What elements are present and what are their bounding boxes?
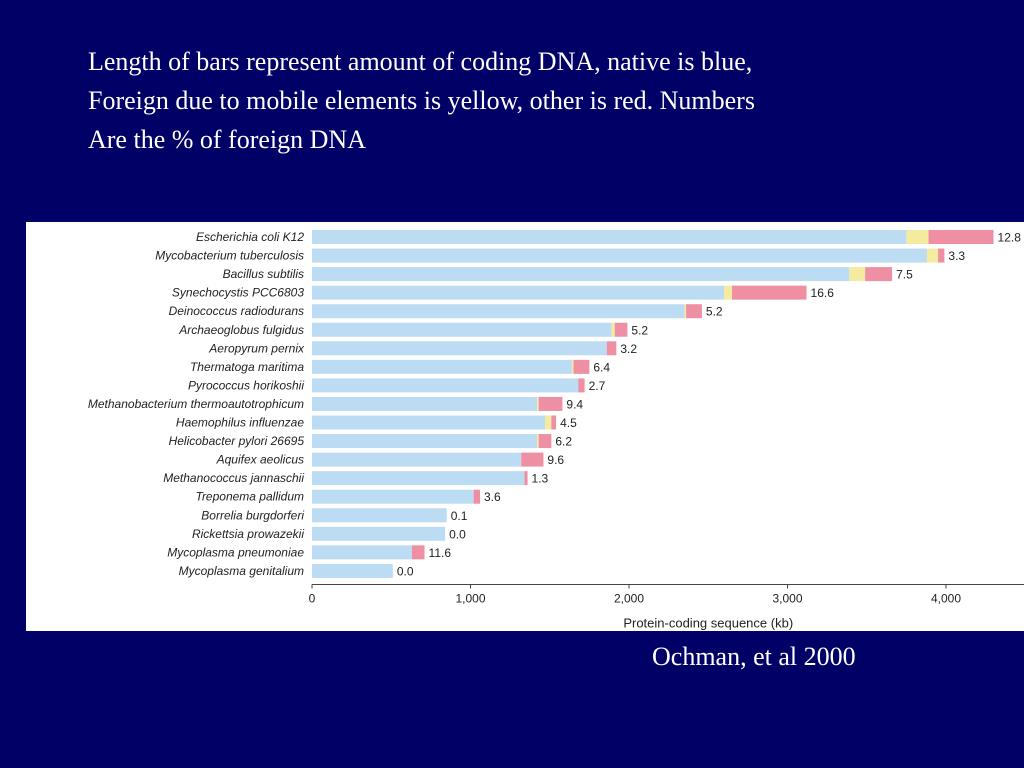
organism-label: Archaeoglobus fulgidus [178, 323, 304, 337]
mobile-bar-segment [926, 248, 939, 263]
foreign-percent-label: 9.6 [547, 453, 564, 467]
foreign-percent-label: 3.2 [620, 342, 637, 356]
native-bar-segment [312, 526, 446, 541]
other-bar-segment [524, 471, 528, 486]
foreign-percent-label: 3.3 [948, 249, 965, 263]
other-bar-segment [928, 230, 994, 244]
other-bar-segment [614, 322, 628, 337]
native-bar-segment [312, 396, 538, 411]
foreign-percent-label: 12.8 [998, 231, 1022, 245]
native-bar-segment [312, 452, 522, 467]
x-tick-label: 2,000 [614, 591, 644, 605]
mobile-bar-segment [849, 267, 866, 282]
organism-label: Pyrococcus horikoshii [188, 378, 304, 392]
other-bar-segment [686, 304, 702, 319]
x-axis-title: Protein-coding sequence (kb) [623, 615, 793, 630]
organism-label: Aeropyrum pernix [208, 341, 305, 355]
stacked-bar-chart: Escherichia coli K12 12.8 Mycobacterium tu… [88, 230, 1024, 630]
foreign-percent-label: 16.6 [811, 286, 835, 300]
organism-label: Deinococcus radiodurans [169, 304, 304, 318]
native-bar-segment [312, 285, 725, 300]
organism-label: Aquifex aeolicus [216, 453, 304, 467]
organism-label: Bacillus subtilis [223, 267, 304, 281]
organism-label: Methanobacterium thermoautotrophicum [88, 397, 304, 411]
other-bar-segment [411, 545, 425, 560]
native-bar-segment [312, 434, 538, 449]
other-bar-segment [606, 341, 617, 356]
organism-label: Treponema pallidum [196, 490, 305, 504]
organism-label: Methanococcus jannaschii [163, 471, 304, 485]
native-bar-segment [312, 322, 612, 337]
organism-label: Escherichia coli K12 [196, 230, 304, 244]
mobile-bar-segment [611, 322, 615, 337]
other-bar-segment [538, 396, 563, 411]
mobile-bar-segment [724, 285, 733, 300]
other-bar-segment [521, 452, 544, 467]
organism-label: Synechocystis PCC6803 [172, 286, 304, 300]
mobile-bar-segment [537, 396, 539, 411]
foreign-percent-label: 9.4 [566, 397, 583, 411]
foreign-percent-label: 11.6 [429, 546, 452, 560]
caption-line-1: Length of bars represent amount of codin… [88, 47, 753, 76]
foreign-percent-label: 4.5 [560, 416, 577, 430]
mobile-bar-segment [544, 415, 552, 430]
foreign-percent-label: 6.4 [593, 360, 610, 374]
native-bar-segment [312, 545, 412, 560]
mobile-bar-segment [906, 230, 929, 244]
other-bar-segment [865, 267, 893, 282]
citation: Ochman, et al 2000 [652, 642, 856, 671]
native-bar-segment [312, 267, 850, 282]
other-bar-segment [573, 359, 590, 374]
caption-line-2: Foreign due to mobile elements is yellow… [88, 86, 755, 115]
organism-label: Haemophilus influenzae [176, 416, 304, 430]
mobile-bar-segment [571, 359, 574, 374]
organism-label: Rickettsia prowazekii [192, 527, 304, 541]
foreign-percent-label: 0.0 [449, 527, 466, 541]
organism-label: Helicobacter pylori 26695 [169, 434, 305, 448]
other-bar-segment [938, 248, 945, 263]
chart-panel: Escherichia coli K12 12.8 Mycobacterium tu… [26, 222, 1024, 631]
native-bar-segment [312, 508, 447, 523]
native-bar-segment [312, 248, 927, 263]
organism-label: Borrelia burgdorferi [201, 508, 304, 522]
x-tick-label: 1,000 [455, 591, 485, 605]
organism-label: Mycobacterium tuberculosis [155, 249, 304, 263]
organism-label: Mycoplasma genitalium [179, 564, 304, 578]
native-bar-segment [312, 563, 393, 578]
foreign-percent-label: 3.6 [484, 490, 501, 504]
x-tick-label: 0 [309, 591, 316, 605]
foreign-percent-label: 5.2 [631, 323, 648, 337]
other-bar-segment [732, 285, 807, 300]
native-bar-segment [312, 359, 572, 374]
other-bar-segment [473, 489, 481, 504]
native-bar-segment [312, 230, 907, 244]
foreign-percent-label: 1.3 [532, 472, 549, 486]
other-bar-segment [578, 378, 585, 393]
caption-line-3: Are the % of foreign DNA [88, 125, 366, 154]
native-bar-segment [312, 489, 474, 504]
foreign-percent-label: 0.1 [451, 509, 468, 523]
x-tick-label: 4,000 [931, 591, 961, 605]
foreign-percent-label: 0.0 [397, 564, 414, 578]
foreign-percent-label: 2.7 [589, 379, 606, 393]
other-bar-segment [538, 434, 552, 449]
mobile-bar-segment [684, 304, 687, 319]
foreign-percent-label: 5.2 [706, 305, 723, 319]
foreign-percent-label: 6.2 [555, 435, 572, 449]
organism-label: Mycoplasma pneumoniae [167, 545, 304, 559]
x-tick-label: 3,000 [772, 591, 802, 605]
other-bar-segment [551, 415, 557, 430]
native-bar-segment [312, 341, 607, 356]
slide-caption: Length of bars represent amount of codin… [88, 42, 988, 159]
native-bar-segment [312, 378, 579, 393]
mobile-bar-segment [537, 434, 539, 449]
native-bar-segment [312, 471, 525, 486]
native-bar-segment [312, 415, 545, 430]
foreign-percent-label: 7.5 [896, 268, 913, 282]
organism-label: Thermatoga maritima [190, 360, 304, 374]
native-bar-segment [312, 304, 685, 319]
